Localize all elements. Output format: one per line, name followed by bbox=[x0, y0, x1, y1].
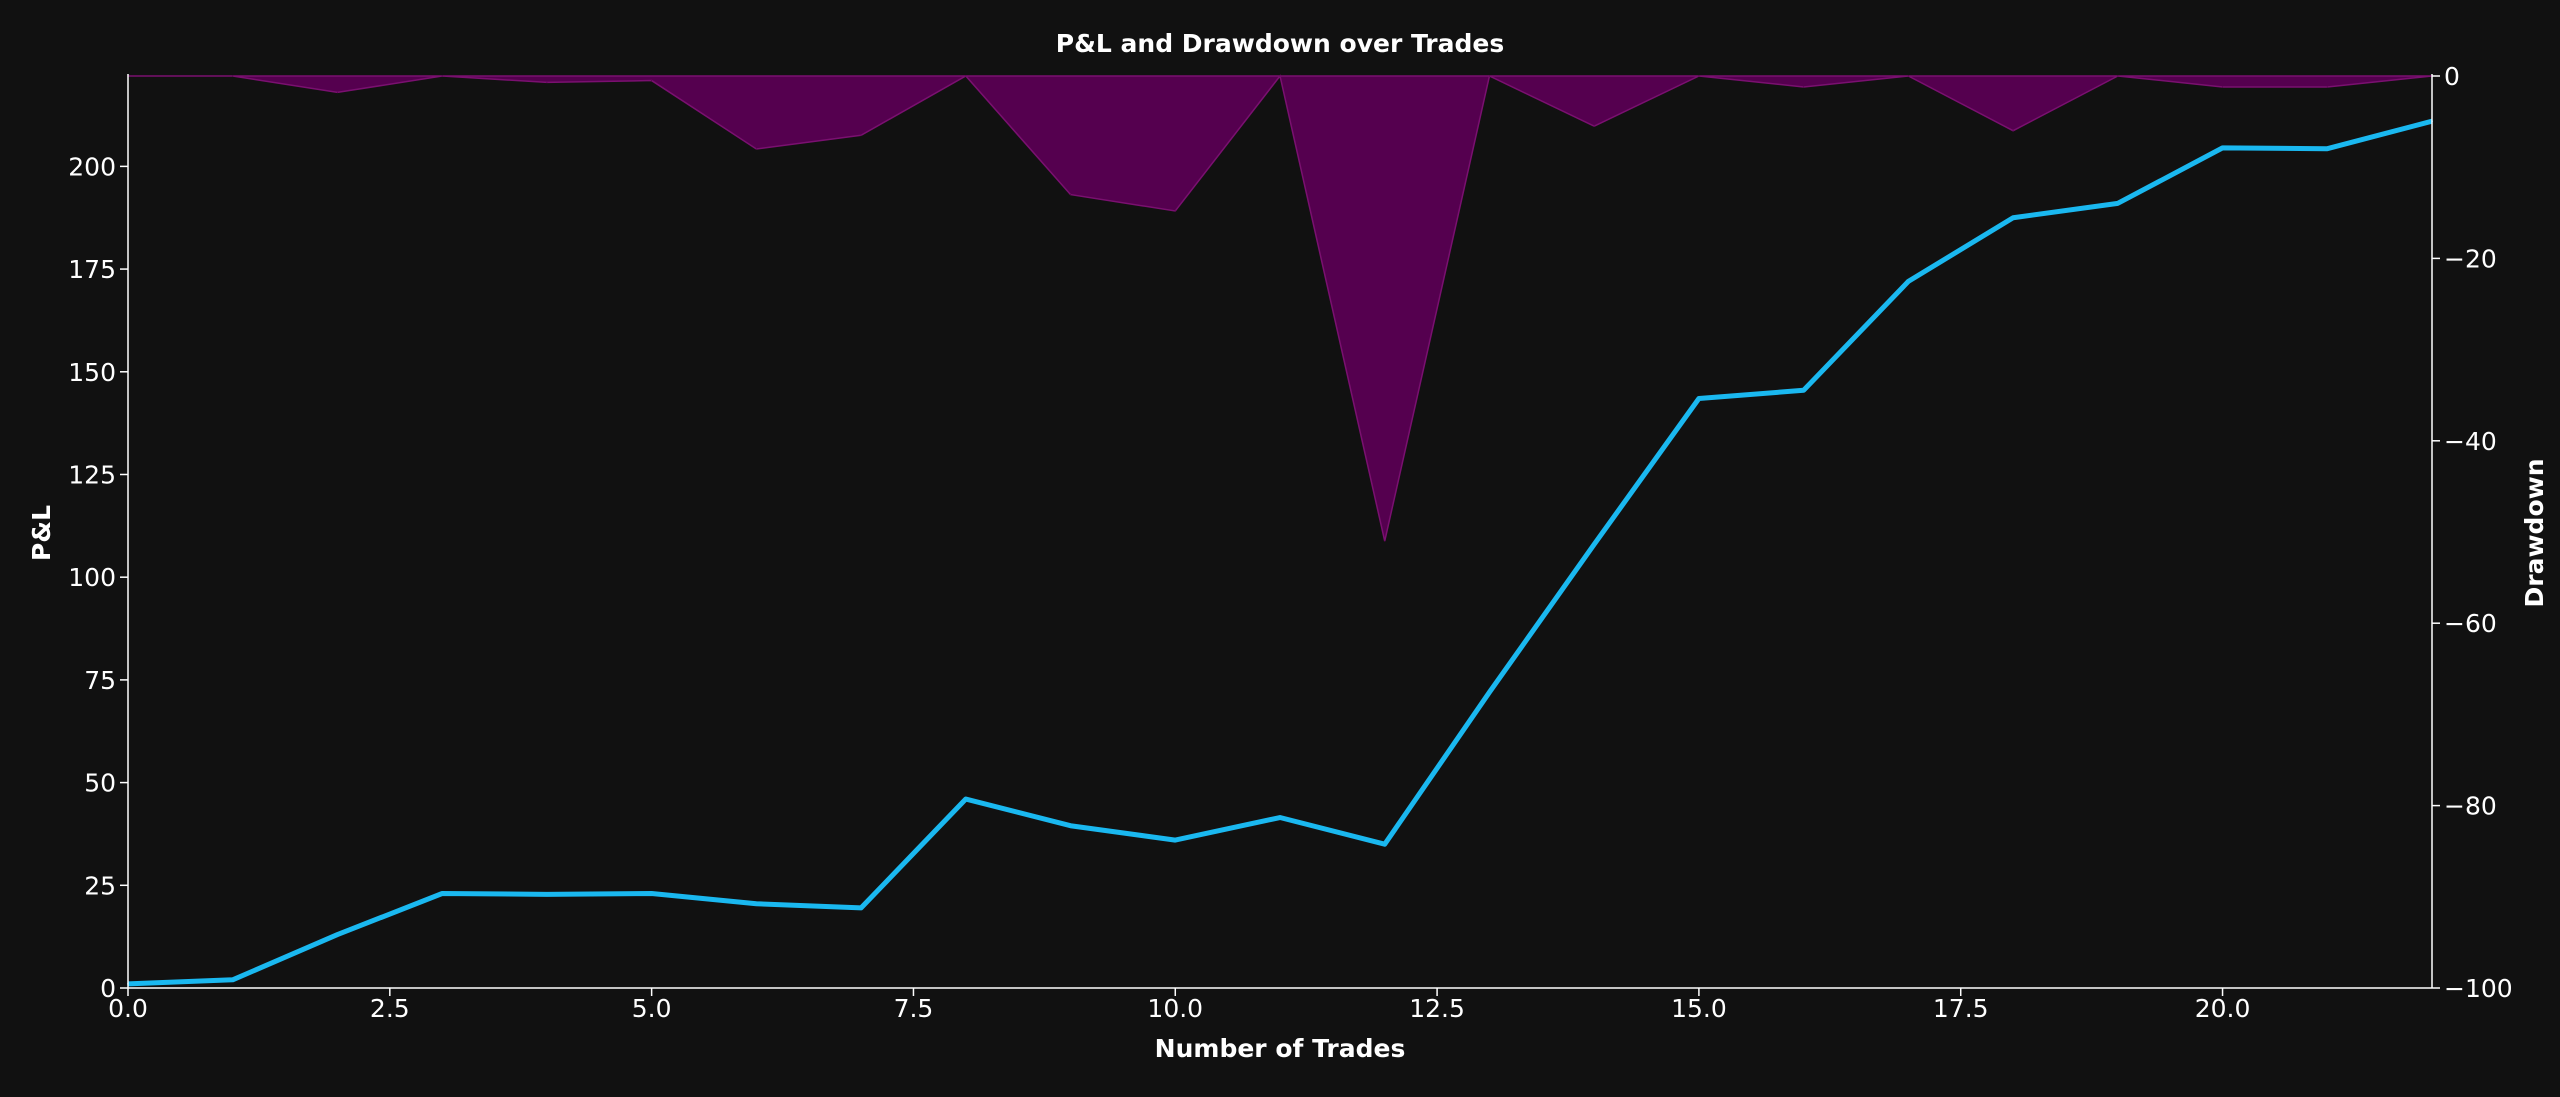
drawdown-point bbox=[965, 75, 967, 77]
drawdown-point bbox=[232, 75, 234, 77]
pnl-point bbox=[545, 893, 548, 896]
x-axis-label: Number of Trades bbox=[1155, 1034, 1406, 1063]
drawdown-point bbox=[546, 81, 548, 83]
drawdown-point bbox=[1803, 86, 1805, 88]
pnl-point bbox=[336, 933, 339, 936]
left-y-axis-ticks: 0 25 50 75 100 125 150 175 200 bbox=[68, 152, 128, 1003]
drawdown-point bbox=[651, 80, 653, 82]
x-tick-label: 17.5 bbox=[1933, 994, 1989, 1023]
pnl-point bbox=[860, 906, 863, 909]
drawdown-point bbox=[336, 91, 338, 93]
pnl-point bbox=[1593, 543, 1596, 546]
y2-tick-label: 0 bbox=[2444, 62, 2460, 91]
pnl-point bbox=[1907, 280, 1910, 283]
drawdown-point bbox=[1384, 540, 1386, 542]
pnl-point bbox=[1697, 397, 1700, 400]
y-tick-label: 100 bbox=[68, 563, 116, 592]
drawdown-point bbox=[1174, 210, 1176, 212]
pnl-point bbox=[1279, 816, 1281, 819]
pnl-point bbox=[1383, 843, 1386, 846]
pnl-point bbox=[755, 902, 758, 905]
pnl-point bbox=[650, 892, 653, 895]
pnl-point bbox=[1488, 691, 1491, 694]
drawdown-point bbox=[441, 75, 443, 77]
y-tick-label: 75 bbox=[84, 666, 116, 695]
pnl-point bbox=[964, 798, 967, 801]
y-tick-label: 50 bbox=[84, 769, 116, 798]
pnl-point bbox=[1174, 839, 1177, 842]
x-tick-label: 12.5 bbox=[1409, 994, 1465, 1023]
drawdown-point bbox=[755, 148, 757, 150]
y-tick-label: 125 bbox=[68, 460, 116, 489]
pnl-point bbox=[2012, 216, 2015, 219]
y2-tick-label: −40 bbox=[2444, 427, 2497, 456]
y-tick-label: 200 bbox=[68, 152, 116, 181]
drawdown-point bbox=[1279, 75, 1281, 77]
right-y-axis-ticks: 0 −20 −40 −60 −80 −100 bbox=[2432, 62, 2513, 1003]
pnl-point bbox=[2116, 202, 2119, 205]
left-y-axis-label: P&L bbox=[27, 505, 56, 561]
y2-tick-label: −60 bbox=[2444, 609, 2497, 638]
x-tick-label: 15.0 bbox=[1671, 994, 1727, 1023]
y-tick-label: 150 bbox=[68, 358, 116, 387]
pnl-point bbox=[2326, 147, 2329, 150]
drawdown-point bbox=[1488, 75, 1490, 77]
y-tick-label: 0 bbox=[100, 974, 116, 1003]
x-tick-label: 7.5 bbox=[894, 994, 934, 1023]
y2-tick-label: −80 bbox=[2444, 792, 2497, 821]
chart-title: P&L and Drawdown over Trades bbox=[1056, 29, 1504, 58]
x-tick-label: 20.0 bbox=[2195, 994, 2251, 1023]
x-tick-label: 5.0 bbox=[632, 994, 672, 1023]
y2-tick-label: −100 bbox=[2444, 974, 2513, 1003]
y-tick-label: 25 bbox=[84, 871, 116, 900]
drawdown-point bbox=[1070, 194, 1072, 196]
drawdown-point bbox=[2222, 86, 2224, 88]
drawdown-point bbox=[2117, 75, 2119, 77]
y-tick-label: 175 bbox=[68, 255, 116, 284]
x-tick-label: 2.5 bbox=[370, 994, 410, 1023]
drawdown-point bbox=[1593, 125, 1595, 127]
drawdown-point bbox=[2326, 86, 2328, 88]
pnl-point bbox=[2221, 146, 2224, 149]
right-y-axis-label: Drawdown bbox=[2520, 458, 2549, 607]
drawdown-point bbox=[1907, 75, 1909, 77]
pnl-point bbox=[231, 978, 234, 981]
pnl-line-layer bbox=[127, 118, 2433, 987]
x-axis-ticks: 0.0 2.5 5.0 7.5 10.0 12.5 15.0 17.5 20.0 bbox=[108, 988, 2250, 1023]
drawdown-point bbox=[2012, 130, 2014, 132]
pnl-point bbox=[1802, 389, 1805, 392]
drawdown-point bbox=[860, 134, 862, 136]
drawdown-point bbox=[1698, 75, 1700, 77]
pnl-point bbox=[441, 892, 444, 895]
x-tick-label: 10.0 bbox=[1147, 994, 1203, 1023]
x-tick-label: 0.0 bbox=[108, 994, 148, 1023]
pnl-point bbox=[1069, 824, 1072, 827]
drawdown-area bbox=[128, 74, 2433, 542]
y2-tick-label: −20 bbox=[2444, 244, 2497, 273]
